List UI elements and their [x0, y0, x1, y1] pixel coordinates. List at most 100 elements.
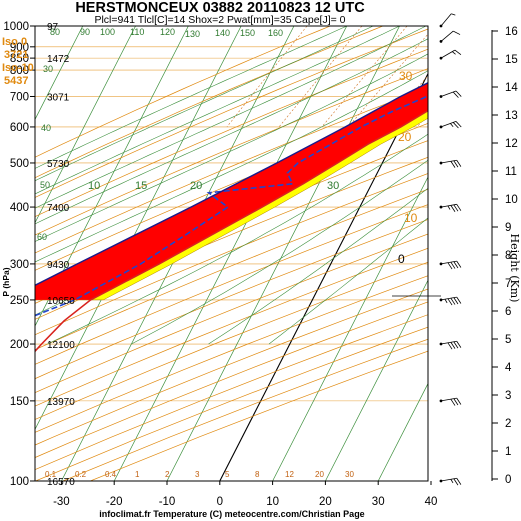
pressure-tick-label: 500 — [10, 158, 29, 170]
wind-barb — [440, 340, 462, 350]
chart-subtitle: Plcl=941 Tlcl[C]=14 Shox=2 Pwat[mm]=35 C… — [94, 14, 345, 26]
wind-barb-flag — [450, 261, 456, 269]
wind-barb-flag — [450, 297, 456, 305]
wind-barb-dot — [439, 342, 443, 346]
theta-label: 120 — [160, 27, 175, 37]
temperature-tick-label: 0 — [217, 496, 223, 508]
dry-adiabat — [35, 28, 428, 198]
mixing-ratio-label: 0.4 — [105, 470, 117, 479]
level-height-label: 97 — [47, 22, 59, 33]
series-dewpoint — [35, 94, 428, 317]
mixing-ratio-line — [278, 26, 363, 128]
height-tick-label: 3 — [505, 390, 511, 402]
height-tick-label: 16 — [505, 26, 518, 38]
theta-label: 160 — [268, 28, 283, 38]
dry-adiabat — [35, 301, 428, 458]
wind-barb-flag — [456, 296, 462, 304]
dry-adiabat — [35, 26, 332, 158]
height-tick-label: 0 — [505, 474, 511, 486]
wind-barb — [440, 397, 462, 406]
pressure-tick-label: 250 — [10, 295, 29, 307]
iso0-label: Iso 0 — [2, 36, 27, 48]
wind-barb-flag — [450, 342, 456, 349]
theta-label: 30 — [43, 64, 53, 74]
wind-barb-flag — [456, 204, 462, 211]
theta-label: 110 — [130, 27, 144, 37]
theta-label: 140 — [215, 28, 230, 38]
wind-barb-flag — [456, 260, 462, 268]
wind-barb-flag — [447, 298, 453, 306]
height-tick-label: 11 — [505, 166, 517, 178]
pressure-tick-label: 400 — [10, 202, 29, 214]
wind-barb — [440, 260, 462, 270]
temperature-tick-label: 20 — [319, 496, 332, 508]
height-tick-label: 2 — [505, 418, 511, 430]
wind-barb-flag — [455, 121, 462, 128]
pressure-tick-label: 850 — [10, 53, 29, 65]
height-tick-label: 13 — [505, 110, 518, 122]
sounding-series — [35, 82, 428, 353]
dry-adiabat — [35, 26, 384, 179]
height-tick-label: 5 — [505, 334, 511, 346]
pressure-tick-label: 300 — [10, 259, 29, 271]
theta-label: 90 — [80, 27, 90, 37]
background-lines: 0.10.20.41235812203030405060708090100110… — [35, 26, 428, 481]
moist-adiabat — [268, 217, 428, 345]
theta-label: 100 — [100, 27, 115, 37]
dry-adiabat — [35, 275, 428, 433]
wind-barbs — [392, 13, 462, 486]
isotherm-line — [325, 279, 428, 481]
x-axis-title: infoclimat.fr Temperature (C) meteocentr… — [99, 509, 364, 519]
theta-label: 60 — [37, 232, 47, 242]
level-height-label: 16570 — [47, 477, 75, 488]
wind-barb-flag — [450, 398, 456, 406]
iso10-value: 5437 — [4, 75, 28, 87]
wind-barb — [440, 13, 456, 27]
dry-adiabat — [35, 87, 428, 254]
mixing-ratio-label: 20 — [315, 470, 324, 479]
temperature-tick-label: 30 — [372, 496, 385, 508]
wind-barb-half-flag — [450, 123, 454, 127]
pressure-tick-label: 100 — [10, 476, 29, 488]
dry-adiabat — [35, 188, 428, 351]
isotherm-line — [113, 26, 348, 481]
height-axis-title: Height (Km) — [508, 234, 521, 303]
temperature-axis: -30 -20 -10 0 10 20 30 40 — [53, 481, 437, 508]
temperature-tick-label: 10 — [266, 496, 279, 508]
mixing-ratio-line — [226, 26, 308, 128]
theta-label: 80 — [50, 27, 60, 37]
wind-barb-half-flag — [452, 51, 456, 55]
wind-barb-flag — [453, 30, 461, 35]
chart-title: HERSTMONCEUX 03882 20110823 12 UTC — [75, 0, 365, 16]
theta-e-label: 30 — [327, 180, 339, 192]
temperature-tick-label: -10 — [159, 496, 176, 508]
series-temperature — [35, 109, 428, 353]
wind-barb-shaft — [440, 121, 457, 128]
level-height-label: 13970 — [47, 397, 75, 408]
iso0-value: 3721 — [4, 49, 28, 61]
level-height-label: 9430 — [47, 260, 70, 271]
wind-barb — [440, 159, 462, 168]
wind-barb — [440, 30, 461, 42]
height-tick-label: 8 — [505, 250, 511, 262]
theta-e-label: 20 — [190, 180, 202, 192]
wetbulb-label: 0 — [398, 252, 405, 266]
height-tick-label: 9 — [505, 222, 511, 234]
mixing-ratio-label: 8 — [255, 470, 260, 479]
dry-adiabat — [35, 204, 428, 365]
temperature-tick-label: 40 — [425, 496, 438, 508]
mixing-ratio-line — [416, 114, 428, 128]
series-parcel — [35, 82, 428, 287]
wind-barb — [440, 296, 462, 306]
wind-barb-flag — [453, 204, 459, 212]
wetbulb-label: 10 — [404, 211, 418, 225]
mixing-ratio-label: 3 — [195, 470, 200, 479]
level-height-label: 1472 — [47, 54, 70, 65]
mixing-ratio-label: 1 — [135, 470, 140, 479]
wind-barb-flag — [455, 90, 462, 97]
wind-barb-flag — [456, 160, 462, 167]
